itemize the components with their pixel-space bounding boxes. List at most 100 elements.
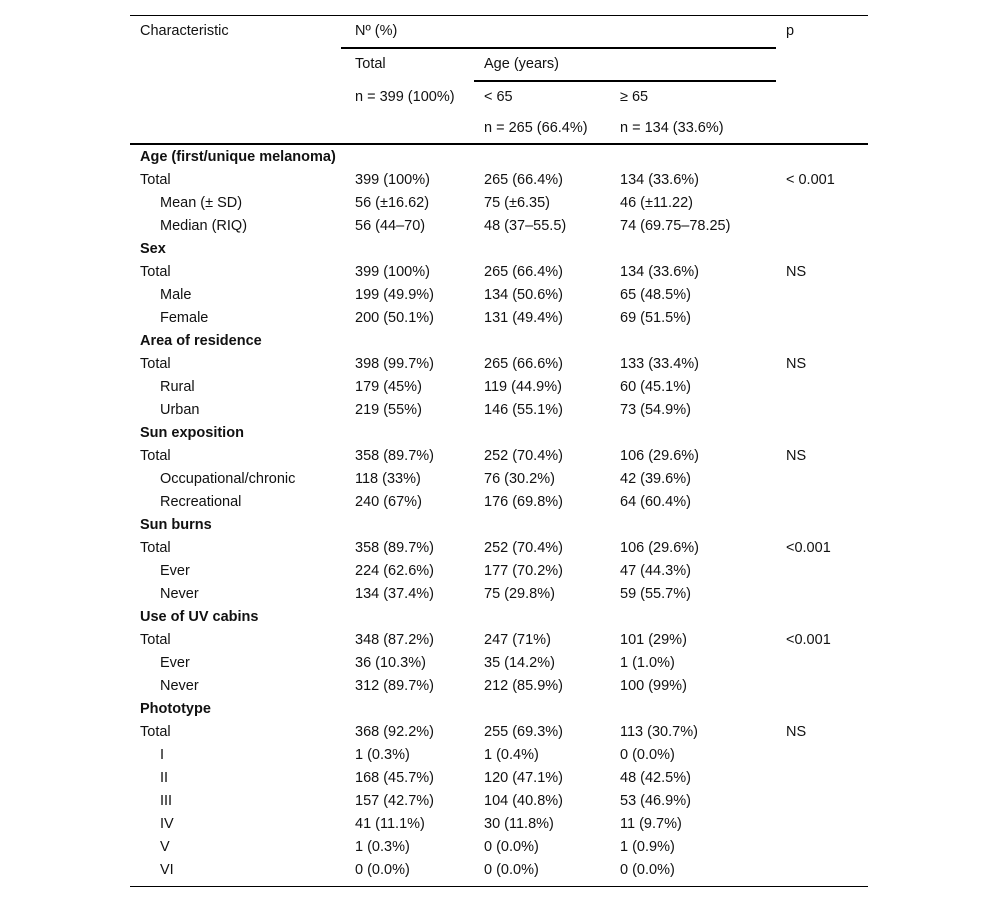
cell-under65: 177 (70.2%) [484,563,563,579]
cell-total: 219 (55%) [355,402,422,418]
row-label: Total [140,632,171,648]
cell-total: 41 (11.1%) [355,816,425,832]
cell-p-value: NS [786,448,807,464]
header-over65-n: n = 134 (33.6%) [620,120,724,136]
cell-total: 399 (100%) [355,172,430,188]
section-title: Phototype [140,701,211,717]
header-total-n: n = 399 (100%) [355,89,455,105]
header-rule [130,143,868,145]
cell-under65: 75 (±6.35) [484,195,550,211]
cell-p-value: NS [786,356,807,372]
row-label: Total [140,172,171,188]
cell-over65: 106 (29.6%) [620,540,699,556]
section-title: Sun burns [140,517,212,533]
cell-total: 348 (87.2%) [355,632,434,648]
cell-p-value: <0.001 [786,540,831,556]
section-title: Area of residence [140,333,262,349]
header-over65: ≥ 65 [620,89,649,105]
cell-under65: 265 (66.4%) [484,172,563,188]
row-label: Total [140,540,171,556]
cell-total: 200 (50.1%) [355,310,434,326]
cell-under65: 104 (40.8%) [484,793,563,809]
row-label: Occupational/chronic [160,471,296,487]
row-label: Female [160,310,209,326]
row-label: Total [140,724,171,740]
cell-under65: 212 (85.9%) [484,678,563,694]
cell-total: 399 (100%) [355,264,430,280]
cell-total: 168 (45.7%) [355,770,434,786]
section-title: Use of UV cabins [140,609,259,625]
section-title: Sex [140,241,166,257]
row-label: Mean (± SD) [160,195,243,211]
cell-over65: 64 (60.4%) [620,494,691,510]
cell-total: 118 (33%) [355,471,421,487]
cell-p-value: NS [786,264,807,280]
cell-total: 179 (45%) [355,379,422,395]
cell-under65: 1 (0.4%) [484,747,539,763]
row-label: Recreational [160,494,242,510]
cell-p-value: NS [786,724,807,740]
cell-total: 1 (0.3%) [355,747,410,763]
cell-under65: 134 (50.6%) [484,287,563,303]
cell-under65: 75 (29.8%) [484,586,555,602]
cell-over65: 69 (51.5%) [620,310,691,326]
row-label: Male [160,287,192,303]
row-label: Urban [160,402,200,418]
row-label: Rural [160,379,195,395]
cell-over65: 46 (±11.22) [620,195,693,211]
cell-under65: 0 (0.0%) [484,839,539,855]
cell-total: 224 (62.6%) [355,563,434,579]
cell-over65: 113 (30.7%) [620,724,698,740]
cell-total: 240 (67%) [355,494,422,510]
cell-total: 398 (99.7%) [355,356,434,372]
cell-under65: 48 (37–55.5) [484,218,567,234]
cell-over65: 53 (46.9%) [620,793,691,809]
age-years-rule [474,80,776,82]
row-label: IV [160,816,174,832]
top-rule [130,15,868,16]
section-title: Age (first/unique melanoma) [140,149,336,165]
row-label: V [160,839,170,855]
header-characteristic: Characteristic [140,23,229,39]
cell-under65: 35 (14.2%) [484,655,555,671]
cell-over65: 100 (99%) [620,678,687,694]
row-label: Total [140,448,171,464]
header-age-years: Age (years) [484,56,559,72]
cell-over65: 65 (48.5%) [620,287,691,303]
cell-over65: 59 (55.7%) [620,586,691,602]
row-label: VI [160,862,174,878]
header-total: Total [355,56,386,72]
cell-p-value: <0.001 [786,632,831,648]
cell-total: 56 (44–70) [355,218,426,234]
cell-under65: 120 (47.1%) [484,770,563,786]
row-label: Total [140,264,171,280]
cell-over65: 134 (33.6%) [620,172,699,188]
cell-under65: 247 (71%) [484,632,551,648]
section-title: Sun exposition [140,425,244,441]
row-label: Never [160,586,199,602]
row-label: Total [140,356,171,372]
cell-total: 134 (37.4%) [355,586,434,602]
cell-total: 56 (±16.62) [355,195,430,211]
row-label: Median (RIQ) [160,218,248,234]
row-label: II [160,770,169,786]
cell-under65: 131 (49.4%) [484,310,563,326]
cell-over65: 11 (9.7%) [620,816,682,832]
row-label: Ever [160,563,190,579]
cell-under65: 176 (69.8%) [484,494,563,510]
cell-total: 368 (92.2%) [355,724,434,740]
cell-over65: 133 (33.4%) [620,356,699,372]
cell-under65: 255 (69.3%) [484,724,563,740]
cell-total: 36 (10.3%) [355,655,426,671]
cell-under65: 76 (30.2%) [484,471,555,487]
cell-under65: 119 (44.9%) [484,379,562,395]
cell-total: 358 (89.7%) [355,540,434,556]
cell-over65: 134 (33.6%) [620,264,699,280]
cell-under65: 265 (66.4%) [484,264,563,280]
cell-p-value: < 0.001 [786,172,835,188]
row-label: Never [160,678,199,694]
cell-under65: 146 (55.1%) [484,402,563,418]
cell-over65: 1 (0.9%) [620,839,675,855]
row-label: Ever [160,655,190,671]
cell-over65: 106 (29.6%) [620,448,699,464]
